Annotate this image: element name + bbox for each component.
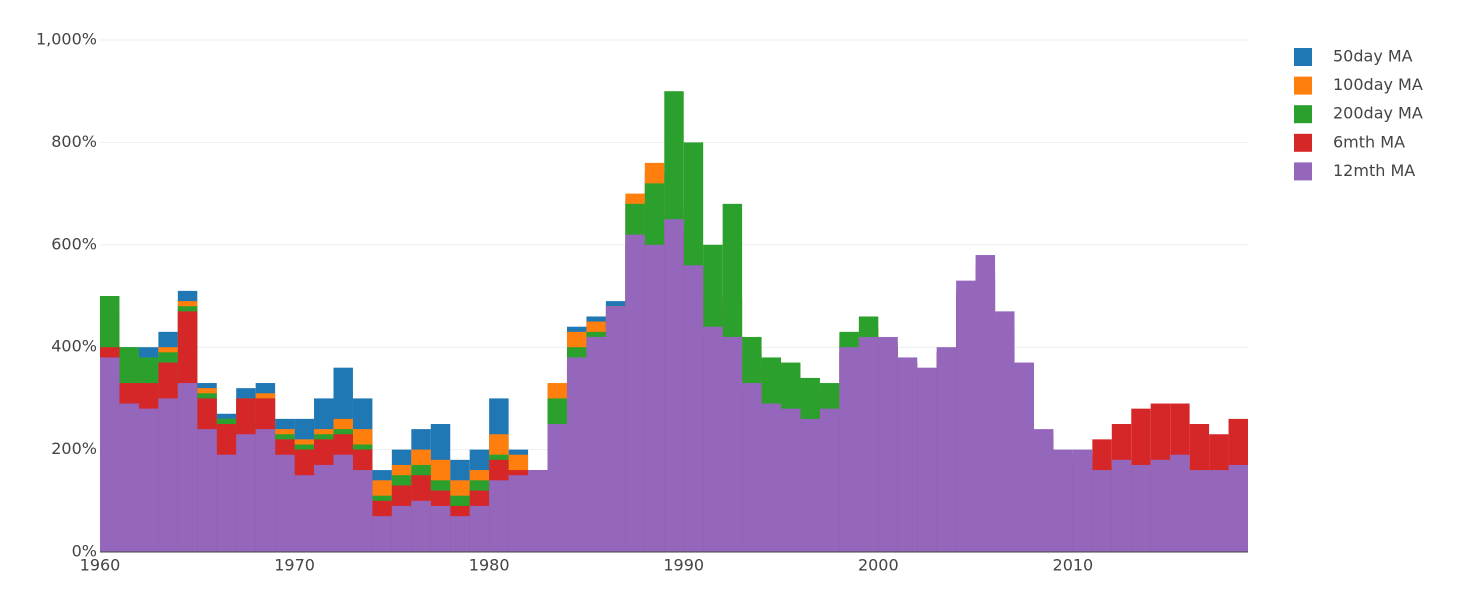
x-tick-label: 1990: [663, 556, 704, 575]
bar: [1150, 459, 1171, 552]
bar: [119, 403, 139, 552]
bar: [975, 255, 996, 553]
bar: [722, 336, 743, 552]
x-tick-label: 2000: [858, 556, 899, 575]
bar: [294, 475, 315, 552]
bar: [625, 234, 645, 552]
bar: [177, 383, 198, 552]
bar: [528, 470, 548, 552]
bar: [839, 347, 859, 552]
y-tick-label: 0%: [72, 542, 97, 561]
bar: [936, 347, 957, 552]
y-tick-label: 400%: [51, 337, 97, 356]
bar: [1131, 464, 1151, 552]
bar: [1092, 470, 1112, 552]
bar: [664, 219, 684, 552]
bar: [197, 429, 217, 552]
bar: [314, 464, 334, 552]
bar: [586, 336, 606, 552]
bar: [372, 516, 392, 552]
bar: [917, 367, 937, 552]
series: [100, 219, 1248, 553]
bar: [819, 408, 840, 552]
x-tick-label: 1970: [274, 556, 315, 575]
y-tick-label: 800%: [51, 132, 97, 151]
bar: [1189, 470, 1210, 552]
bar: [236, 434, 256, 552]
bar: [858, 336, 879, 552]
bar: [781, 408, 801, 552]
legend-swatch: [1294, 133, 1312, 152]
bar: [703, 326, 723, 552]
bar: [605, 306, 626, 552]
y-tick-label: 200%: [51, 439, 97, 458]
bar: [255, 429, 276, 552]
bar: [1228, 464, 1248, 552]
bar: [1170, 454, 1190, 552]
bar: [1209, 470, 1229, 552]
legend-label: 6mth MA: [1333, 132, 1405, 151]
legend-label: 12mth MA: [1333, 161, 1415, 180]
bar: [897, 357, 918, 552]
bar: [450, 516, 470, 552]
bar: [469, 505, 490, 552]
legend-swatch: [1294, 48, 1312, 66]
legend-label: 200day MA: [1333, 104, 1423, 123]
bar: [1111, 459, 1132, 552]
legend-label: 100day MA: [1333, 75, 1423, 94]
bar: [1072, 449, 1093, 552]
bar: [216, 454, 237, 552]
bar: [566, 357, 587, 552]
bar: [158, 398, 178, 552]
bar: [508, 475, 529, 552]
x-tick-label: 1960: [80, 556, 121, 575]
bar: [878, 336, 898, 552]
bar: [411, 500, 431, 552]
bar: [1033, 429, 1054, 552]
bar: [800, 418, 820, 552]
bar: [742, 383, 762, 552]
legend-swatch: [1294, 162, 1312, 181]
bar: [683, 265, 704, 552]
bar: [352, 470, 373, 552]
bar: [275, 454, 295, 552]
bar: [1053, 449, 1073, 552]
bar: [761, 403, 782, 552]
bar: [430, 505, 451, 552]
bar: [1014, 362, 1034, 552]
bar: [995, 311, 1015, 552]
bar: [138, 408, 159, 552]
bar: [100, 357, 120, 552]
bar: [391, 505, 412, 552]
y-tick-label: 1,000%: [36, 30, 97, 49]
bar: [644, 244, 665, 553]
bar: [547, 424, 567, 552]
x-tick-label: 1980: [469, 556, 510, 575]
bar: [489, 480, 509, 552]
legend-label: 50day MA: [1333, 47, 1413, 66]
bar: [956, 280, 976, 552]
x-tick-label: 2010: [1053, 556, 1094, 575]
legend-swatch: [1294, 105, 1312, 124]
y-tick-label: 600%: [51, 234, 97, 253]
legend-swatch: [1294, 76, 1312, 95]
bar: [333, 454, 353, 552]
